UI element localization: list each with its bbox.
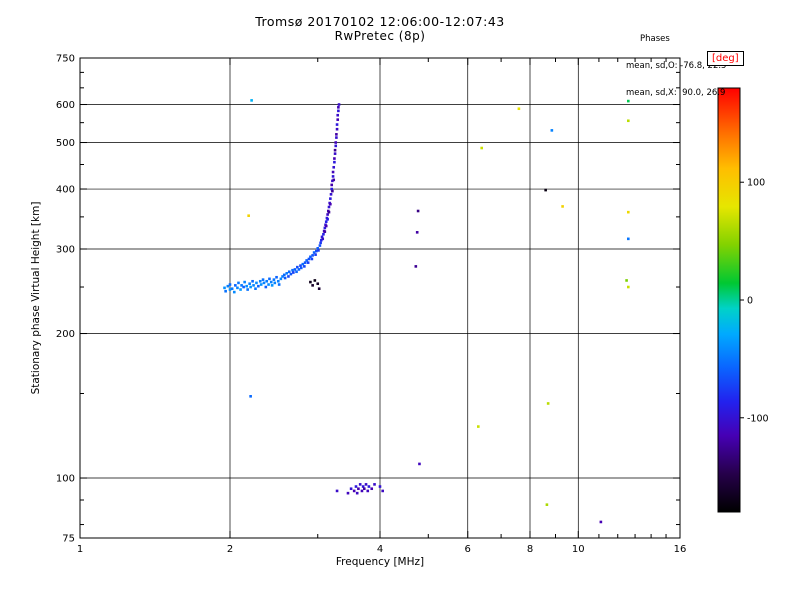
svg-text:750: 750 — [56, 54, 75, 65]
svg-text:600: 600 — [56, 100, 75, 111]
phase-stats: Phases mean, sd,O: -76.8, 22.5 mean, sd,… — [626, 17, 726, 116]
svg-text:75: 75 — [62, 534, 75, 545]
colorbar-tick-label: -100 — [747, 413, 769, 424]
svg-text:500: 500 — [56, 138, 75, 149]
svg-text:1: 1 — [77, 544, 83, 555]
phase-stats-o-mode: mean, sd,O: -76.8, 22.5 — [626, 61, 727, 71]
chart-subtitle: RwPretec (8p) — [334, 29, 426, 43]
tick-labels: 1 2 4 6 8 10 16 75 100 200 300 400 500 600 750 — [56, 54, 686, 556]
svg-text:6: 6 — [465, 544, 471, 555]
axis-ticks — [79, 57, 681, 539]
colorbar-title: [deg] — [707, 51, 744, 66]
chart-title: Tromsø 20170102 12:06:00-12:07:43 — [255, 14, 505, 29]
svg-text:200: 200 — [56, 329, 75, 340]
scatter-points — [223, 99, 630, 524]
svg-text:400: 400 — [56, 185, 75, 196]
phase-stats-x-mode: mean, sd,X: 90.0, 26.9 — [626, 88, 726, 98]
phase-stats-header: Phases — [640, 34, 670, 44]
svg-text:2: 2 — [227, 544, 233, 555]
svg-text:100: 100 — [56, 474, 75, 485]
svg-text:4: 4 — [377, 544, 383, 555]
colorbar: 100 0 -100 — [717, 87, 769, 513]
svg-text:16: 16 — [674, 544, 687, 555]
svg-text:300: 300 — [56, 245, 75, 256]
svg-text:8: 8 — [527, 544, 533, 555]
colorbar-tick-label: 100 — [747, 178, 765, 189]
svg-text:10: 10 — [572, 544, 585, 555]
colorbar-tick-label: 0 — [747, 296, 753, 307]
x-axis-label: Frequency [MHz] — [335, 556, 425, 568]
y-axis-label: Stationary phase Virtual Height [km] — [30, 201, 42, 395]
gridlines — [80, 58, 680, 538]
